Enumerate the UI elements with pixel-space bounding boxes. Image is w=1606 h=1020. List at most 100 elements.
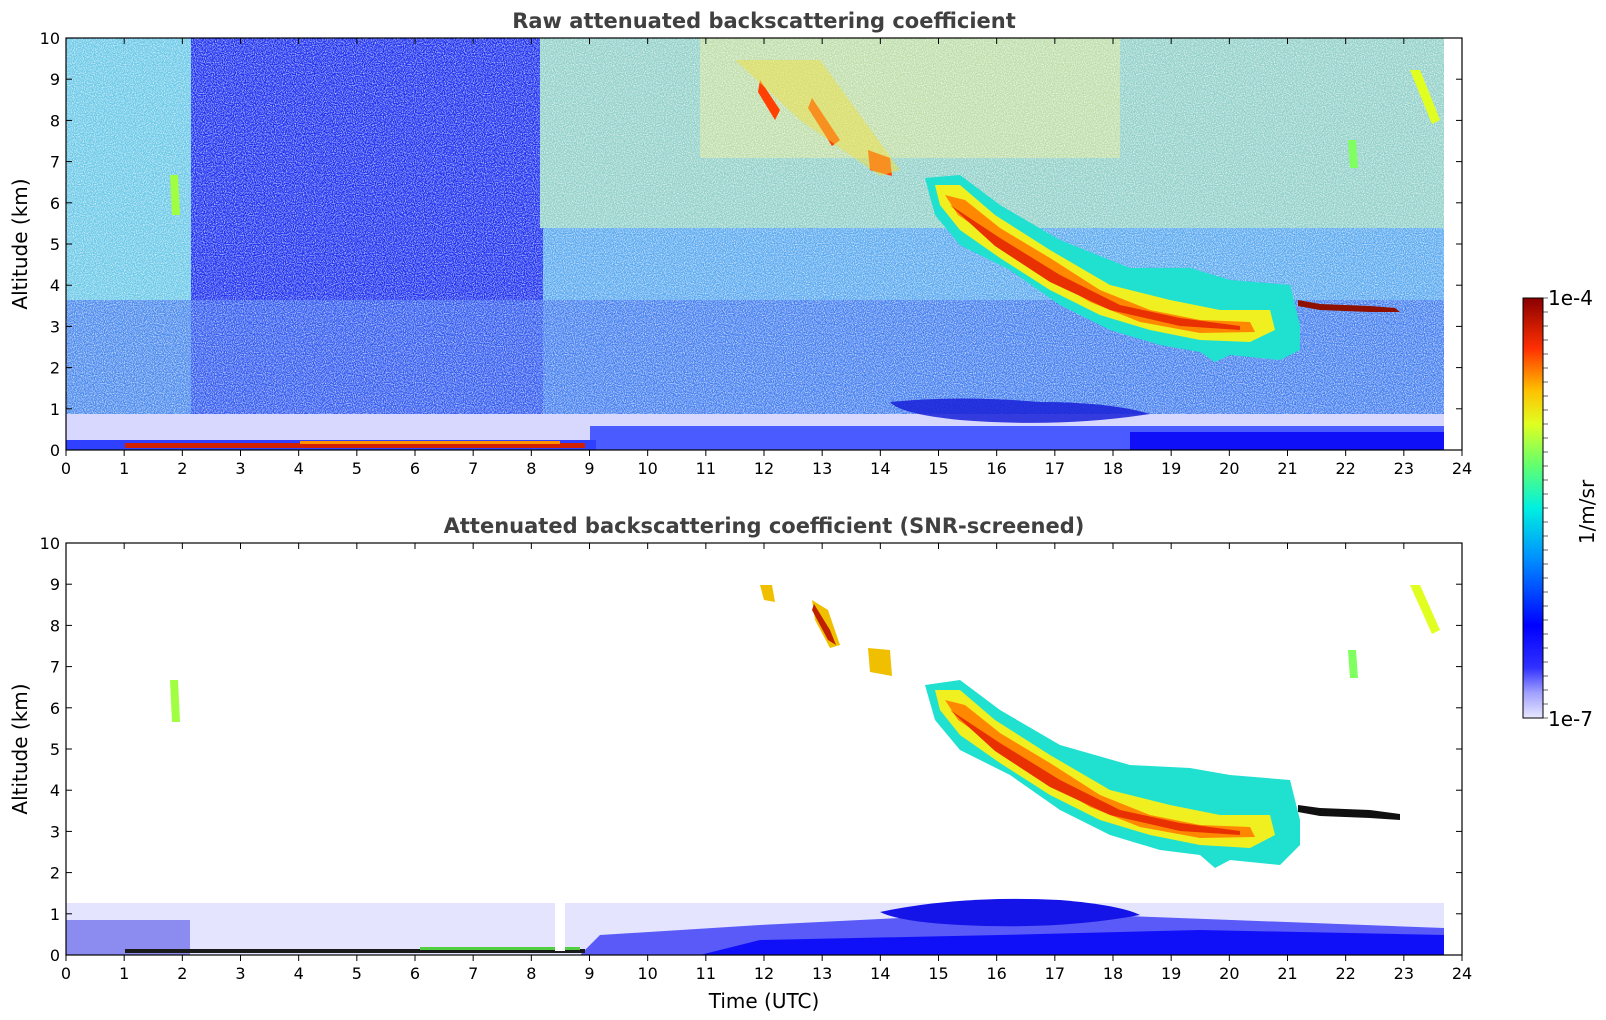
- bottom-y-tick-label: 2: [50, 864, 60, 883]
- bottom-x-tick-label: 24: [1452, 964, 1472, 983]
- bottom-x-tick-label: 1: [119, 964, 129, 983]
- bottom-y-tick-label: 9: [50, 575, 60, 594]
- top-x-tick-label: 3: [235, 459, 245, 478]
- bottom-y-tick-label: 10: [40, 534, 60, 553]
- bottom-y-tick-label: 8: [50, 616, 60, 635]
- bottom-elevated-aerosol-layer: [880, 898, 1140, 927]
- top-heatmap: [66, 38, 1462, 450]
- top-elevated-aerosol-layer: [890, 398, 1150, 423]
- top-x-tick-label: 24: [1452, 459, 1472, 478]
- bottom-cloud-2h: [170, 680, 180, 722]
- bottom-dense-cloud-layer: [1298, 805, 1400, 820]
- colorbar-gradient: [1522, 297, 1544, 719]
- bottom-x-tick-label: 12: [754, 964, 774, 983]
- bottom-y-tick-label: 7: [50, 658, 60, 677]
- top-x-tick-label: 21: [1277, 459, 1297, 478]
- bottom-cloud-22h: [1348, 650, 1358, 678]
- bottom-y-tick-label: 4: [50, 781, 60, 800]
- top-y-tick-label: 2: [50, 359, 60, 378]
- top-y-tick-label: 5: [50, 235, 60, 254]
- bottom-y-axis-label: Altitude (km): [8, 683, 32, 814]
- top-y-tick-label: 9: [50, 70, 60, 89]
- top-x-tick-label: 10: [637, 459, 657, 478]
- top-x-tick-label: 17: [1045, 459, 1065, 478]
- top-x-tick-label: 22: [1335, 459, 1355, 478]
- top-x-tick-label: 5: [352, 459, 362, 478]
- bottom-axes: 0 1 2 3 4 5 6 7 8 9 10 11 12 13 14 15 16 17 18 19 20 21 22 23 24…: [40, 534, 1473, 983]
- bottom-x-tick-label: 17: [1045, 964, 1065, 983]
- top-x-tick-label: 20: [1219, 459, 1239, 478]
- top-y-tick-label: 10: [40, 29, 60, 48]
- bottom-x-tick-label: 2: [177, 964, 187, 983]
- top-x-tick-label: 23: [1394, 459, 1414, 478]
- top-x-tick-label: 14: [870, 459, 890, 478]
- top-y-tick-label: 7: [50, 153, 60, 172]
- top-y-tick-label: 1: [50, 400, 60, 419]
- top-axes: 0 1 2 3 4 5 6 7 8 9 10 11 12 13 14 15 16 17 18 19 20 21 22 23 24…: [40, 29, 1473, 478]
- top-x-tick-label: 7: [468, 459, 478, 478]
- bottom-x-tick-label: 20: [1219, 964, 1239, 983]
- top-x-tick-label: 12: [754, 459, 774, 478]
- top-dense-cloud-layer: [1298, 300, 1400, 312]
- bottom-y-tick-label: 5: [50, 740, 60, 759]
- bottom-x-tick-label: 10: [637, 964, 657, 983]
- bottom-y-tick-label: 0: [50, 946, 60, 965]
- top-panel: Raw attenuated backscattering coefficien…: [8, 9, 1472, 478]
- bottom-x-tick-label: 19: [1161, 964, 1181, 983]
- top-x-tick-label: 19: [1161, 459, 1181, 478]
- bottom-x-tick-label: 18: [1103, 964, 1123, 983]
- bottom-x-tick-label: 14: [870, 964, 890, 983]
- top-y-tick-label: 0: [50, 441, 60, 460]
- top-x-tick-label: 9: [584, 459, 594, 478]
- top-y-tick-label: 6: [50, 194, 60, 213]
- bottom-x-tick-label: 22: [1335, 964, 1355, 983]
- top-x-tick-label: 8: [526, 459, 536, 478]
- bottom-x-tick-label: 21: [1277, 964, 1297, 983]
- bottom-y-tick-label: 3: [50, 822, 60, 841]
- bottom-x-tick-label: 11: [696, 964, 716, 983]
- top-cloud-22h: [1348, 140, 1358, 168]
- bottom-x-tick-label: 15: [928, 964, 948, 983]
- bottom-x-tick-label: 7: [468, 964, 478, 983]
- top-panel-title: Raw attenuated backscattering coefficien…: [512, 9, 1016, 33]
- bottom-cloud-23h: [1410, 585, 1440, 634]
- colorbar: 1e-4 1e-7 1/m/sr: [1522, 286, 1599, 731]
- bottom-y-tick-label: 6: [50, 699, 60, 718]
- top-cloud-23h: [1410, 70, 1440, 124]
- bottom-x-tick-label: 8: [526, 964, 536, 983]
- bottom-heatmap: [66, 543, 1462, 955]
- bottom-panel: Attenuated backscattering coefficient (S…: [8, 514, 1472, 1013]
- colorbar-unit-label: 1/m/sr: [1575, 479, 1599, 544]
- top-x-tick-label: 1: [119, 459, 129, 478]
- top-y-tick-label: 3: [50, 317, 60, 336]
- top-y-axis-label: Altitude (km): [8, 178, 32, 309]
- top-x-tick-label: 11: [696, 459, 716, 478]
- top-near-surface-signal: [125, 443, 585, 448]
- top-x-tick-label: 18: [1103, 459, 1123, 478]
- bottom-x-tick-label: 0: [61, 964, 71, 983]
- bottom-x-tick-label: 5: [352, 964, 362, 983]
- bottom-x-tick-label: 13: [812, 964, 832, 983]
- top-x-tick-label: 13: [812, 459, 832, 478]
- top-x-tick-label: 0: [61, 459, 71, 478]
- top-x-tick-label: 15: [928, 459, 948, 478]
- top-y-tick-label: 8: [50, 111, 60, 130]
- bottom-x-tick-label: 23: [1394, 964, 1414, 983]
- bottom-near-surface-signal: [125, 949, 585, 953]
- x-axis-label: Time (UTC): [708, 989, 820, 1013]
- bottom-x-tick-label: 3: [235, 964, 245, 983]
- top-x-tick-label: 2: [177, 459, 187, 478]
- colorbar-max-label: 1e-4: [1548, 286, 1593, 310]
- top-x-tick-label: 16: [986, 459, 1006, 478]
- bottom-panel-title: Attenuated backscattering coefficient (S…: [444, 514, 1085, 538]
- top-x-tick-label: 4: [294, 459, 304, 478]
- colorbar-min-label: 1e-7: [1548, 707, 1593, 731]
- bottom-x-tick-label: 9: [584, 964, 594, 983]
- top-cloud-2h: [170, 175, 180, 215]
- top-x-tick-label: 6: [410, 459, 420, 478]
- bottom-x-tick-label: 4: [294, 964, 304, 983]
- bottom-x-tick-label: 16: [986, 964, 1006, 983]
- top-y-tick-label: 4: [50, 276, 60, 295]
- bottom-y-tick-label: 1: [50, 905, 60, 924]
